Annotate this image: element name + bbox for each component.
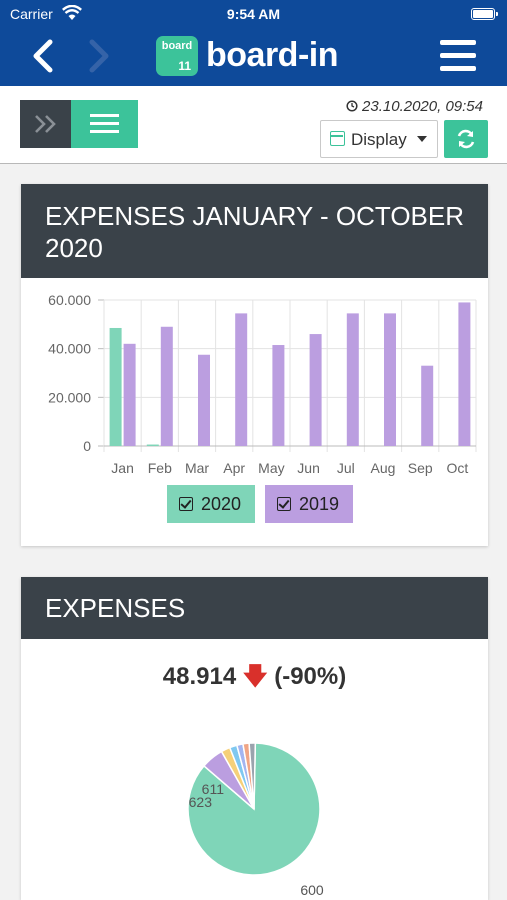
toolbar: 23.10.2020, 09:54 <box>0 86 507 164</box>
bar-2019-jan[interactable] <box>123 343 136 446</box>
app-header: board 11 board-in <box>0 28 507 86</box>
x-tick-label: Oct <box>447 460 469 476</box>
monthly-expenses-bar-chart: 0 20.000 40.000 60.000 Jan Feb Mar Apr May Jun Jul… <box>48 292 477 476</box>
checkbox-icon <box>277 497 291 511</box>
bar-2020-feb[interactable] <box>146 444 159 446</box>
bar-2019-oct[interactable] <box>458 302 471 446</box>
bar-2020-jan[interactable] <box>109 327 122 446</box>
pie-slice[interactable] <box>187 742 321 876</box>
bar-2019-feb[interactable] <box>160 326 173 446</box>
bar-2019-jul[interactable] <box>346 313 359 446</box>
x-tick-label: Jan <box>111 460 134 476</box>
bar-2019-sep[interactable] <box>421 365 434 446</box>
bar-2019-mar[interactable] <box>198 354 210 446</box>
y-tick-label: 40.000 <box>48 341 91 357</box>
refresh-icon <box>457 129 475 149</box>
app-name: board-in <box>206 36 338 74</box>
arrow-down-icon: 🡇 <box>242 663 268 690</box>
x-tick-label: Aug <box>371 460 396 476</box>
pie-label: 611 <box>202 781 225 797</box>
legend-label: 2019 <box>299 494 340 514</box>
x-tick-label: Sep <box>408 460 433 476</box>
bar-2019-apr[interactable] <box>235 313 248 446</box>
legend-label: 2020 <box>201 494 242 514</box>
pie-label: 600 <box>300 882 324 898</box>
logo-small-text: board <box>161 40 193 52</box>
forward-chevron-icon[interactable] <box>78 36 118 76</box>
bar-2019-may[interactable] <box>272 345 285 446</box>
card-title: EXPENSES <box>21 577 488 639</box>
pie-slice[interactable] <box>248 742 257 810</box>
y-tick-label: 20.000 <box>48 389 91 405</box>
bar-2019-jun[interactable] <box>309 334 322 446</box>
main-menu-icon[interactable] <box>440 40 476 72</box>
caret-down-icon <box>417 136 427 142</box>
display-dropdown[interactable]: Display <box>320 120 438 158</box>
double-chevron-right-icon <box>34 115 56 133</box>
expenses-card: EXPENSES 48.914 🡇 (-90%) 600 623 611 <box>21 577 488 900</box>
kpi-change: (-90%) <box>274 663 347 690</box>
x-tick-label: Mar <box>185 460 209 476</box>
x-tick-label: Apr <box>223 460 245 476</box>
x-tick-label: Jul <box>337 460 355 476</box>
x-tick-label: May <box>258 460 284 476</box>
clock: 9:54 AM <box>226 6 281 22</box>
logo-number: 11 <box>178 59 191 73</box>
expand-panel-button[interactable] <box>20 100 71 148</box>
y-tick-label: 60.000 <box>48 292 91 308</box>
bar-2019-aug[interactable] <box>384 313 396 446</box>
calendar-icon <box>330 131 345 146</box>
pie-label: 623 <box>189 794 213 810</box>
carrier-label: Carrier <box>10 6 53 22</box>
expenses-monthly-card: EXPENSES JANUARY - OCTOBER 2020 0 20.000 4… <box>21 184 488 546</box>
last-updated: 23.10.2020, 09:54 <box>346 98 483 115</box>
x-tick-label: Feb <box>148 460 172 476</box>
list-menu-button[interactable] <box>71 100 138 148</box>
checkbox-icon <box>179 497 193 511</box>
battery-icon <box>471 8 498 20</box>
y-tick-label: 0 <box>83 438 91 454</box>
status-bar: Carrier 9:54 AM <box>0 0 507 28</box>
x-tick-label: Jun <box>297 460 320 476</box>
back-chevron-icon[interactable] <box>24 36 64 76</box>
expenses-kpi: 48.914 🡇 (-90%) <box>21 659 488 700</box>
legend-toggle-2019[interactable]: 2019 <box>265 485 353 523</box>
legend-toggle-2020[interactable]: 2020 <box>167 485 255 523</box>
refresh-button[interactable] <box>444 120 488 158</box>
app-logo: board 11 <box>156 36 198 76</box>
datetime-text: 23.10.2020, 09:54 <box>362 98 483 115</box>
clock-icon <box>346 100 358 112</box>
display-label: Display <box>351 130 407 149</box>
kpi-value: 48.914 <box>162 663 237 690</box>
wifi-icon <box>62 5 82 20</box>
card-title: EXPENSES JANUARY - OCTOBER 2020 <box>21 184 488 278</box>
